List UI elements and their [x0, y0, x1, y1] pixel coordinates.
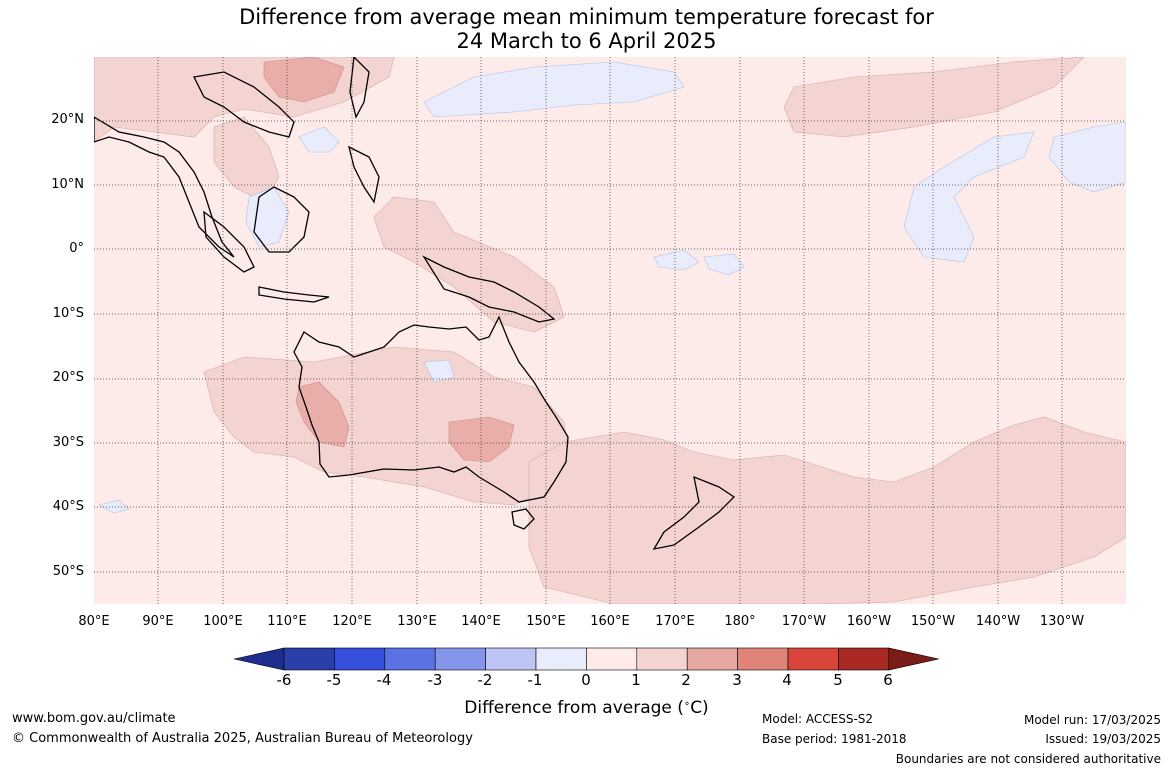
philippines-coast	[348, 145, 380, 204]
sumatra-coast	[203, 210, 255, 273]
lon-label: 110°E	[267, 614, 307, 629]
lat-label: 10°N	[51, 177, 84, 192]
colorbar-segment	[384, 647, 436, 671]
lon-label: 120°E	[332, 614, 372, 629]
anomaly-region-north-pacific	[783, 57, 1085, 138]
lon-label: 140°W	[975, 614, 1021, 629]
colorbar-tick: 3	[732, 671, 742, 689]
lon-label: 150°E	[526, 614, 566, 629]
asia-mainland-coast	[94, 116, 235, 258]
footer-model: Model: ACCESS-S2	[762, 712, 874, 726]
colorbar-tick: 1	[631, 671, 641, 689]
colorbar-tick: -3	[427, 671, 443, 689]
colorbar-tick: 2	[681, 671, 691, 689]
lon-label: 140°E	[461, 614, 501, 629]
colorbar-tick: -5	[326, 671, 342, 689]
lon-label: 160°W	[846, 614, 892, 629]
negative-region-australia-inland	[423, 359, 455, 383]
anomaly-region-png	[373, 196, 565, 333]
footer-base-period: Base period: 1981-2018	[762, 732, 907, 746]
lon-label: 170°E	[655, 614, 695, 629]
java-coast	[258, 286, 330, 303]
colorbar-tick: 5	[833, 671, 843, 689]
colorbar-segment	[636, 647, 688, 671]
anomaly-negative-regions	[98, 61, 1126, 514]
borneo-coast	[253, 186, 310, 253]
footer-copyright: © Commonwealth of Australia 2025, Austra…	[12, 731, 473, 746]
colorbar-tick: 4	[782, 671, 792, 689]
footer-issued: Issued: 19/03/2025	[1045, 732, 1161, 746]
temperature-anomaly-map	[94, 57, 1126, 604]
tasmania-coast	[511, 508, 535, 530]
negative-region-pacific-small	[653, 249, 700, 271]
colorbar-label: Difference from average (∘C)	[0, 698, 1173, 718]
colorbar-segment	[737, 647, 789, 671]
anomaly-hotspot-west-australia	[295, 381, 350, 448]
colorbar-segment	[334, 647, 386, 671]
footer-disclaimer: Boundaries are not considered authoritat…	[895, 752, 1161, 766]
colorbar-tick: 6	[883, 671, 893, 689]
lon-label: 170°W	[781, 614, 827, 629]
colorbar-tick: -1	[527, 671, 543, 689]
lon-label: 150°W	[910, 614, 956, 629]
map-title-line2: 24 March to 6 April 2025	[456, 29, 717, 53]
colorbar	[234, 647, 939, 671]
lon-label: 180°	[724, 614, 756, 629]
lon-label: 130°E	[397, 614, 437, 629]
lat-label: 0°	[69, 241, 84, 256]
colorbar-segment	[283, 647, 335, 671]
lat-label: 30°S	[52, 435, 84, 450]
new-zealand-coast	[652, 475, 736, 550]
footer-model-run: Model run: 17/03/2025	[1023, 713, 1161, 727]
colorbar-segments	[234, 647, 939, 671]
anomaly-hotspot-north	[263, 57, 345, 103]
lon-label: 80°E	[78, 614, 110, 629]
negative-region-scs-north	[298, 126, 340, 153]
colorbar-segment	[535, 647, 587, 671]
colorbar-segment	[485, 647, 537, 671]
colorbar-extend-high	[888, 647, 939, 671]
negative-region-east-pacific	[1048, 121, 1126, 193]
australia-coast	[293, 315, 569, 503]
colorbar-tick: -4	[376, 671, 392, 689]
anomaly-hotspot-central-australia	[448, 416, 515, 463]
lon-label: 100°E	[203, 614, 243, 629]
negative-region-central-pacific	[903, 131, 1035, 263]
colorbar-segment	[586, 647, 638, 671]
taiwan-japan-coast	[349, 57, 370, 119]
anomaly-2-3-regions	[263, 57, 515, 463]
anomaly-region-southern-ocean	[528, 416, 1126, 604]
footer-website: www.bom.gov.au/climate	[12, 711, 176, 726]
lat-label: 50°S	[52, 564, 84, 579]
colorbar-segment	[787, 647, 839, 671]
graticule	[94, 57, 1126, 604]
lat-label: 20°S	[52, 370, 84, 385]
negative-region-north	[423, 61, 685, 118]
lat-label: 10°S	[52, 306, 84, 321]
colorbar-label-text: Difference from average (	[464, 698, 684, 718]
degree-symbol: ∘	[683, 698, 691, 710]
colorbar-tick: 0	[581, 671, 591, 689]
colorbar-segment	[434, 647, 486, 671]
colorbar-extend-low	[234, 647, 285, 671]
lat-label: 20°N	[51, 112, 84, 127]
lon-label: 90°E	[142, 614, 174, 629]
new-guinea-coast	[422, 255, 556, 323]
negative-region-indian-ocean	[98, 499, 130, 514]
lat-label: 40°S	[52, 499, 84, 514]
negative-region-pacific-small-2	[703, 253, 745, 276]
china-coast	[193, 71, 295, 138]
coastlines	[94, 57, 736, 550]
colorbar-tick: -6	[276, 671, 292, 689]
lon-label: 130°W	[1039, 614, 1085, 629]
colorbar-tick: -2	[477, 671, 493, 689]
anomaly-1-2-regions	[94, 57, 1126, 604]
map-title-line1: Difference from average mean minimum tem…	[239, 5, 934, 29]
colorbar-segment	[686, 647, 738, 671]
lon-label: 160°E	[590, 614, 630, 629]
colorbar-label-unit: C)	[690, 698, 709, 718]
colorbar-segment	[838, 647, 890, 671]
